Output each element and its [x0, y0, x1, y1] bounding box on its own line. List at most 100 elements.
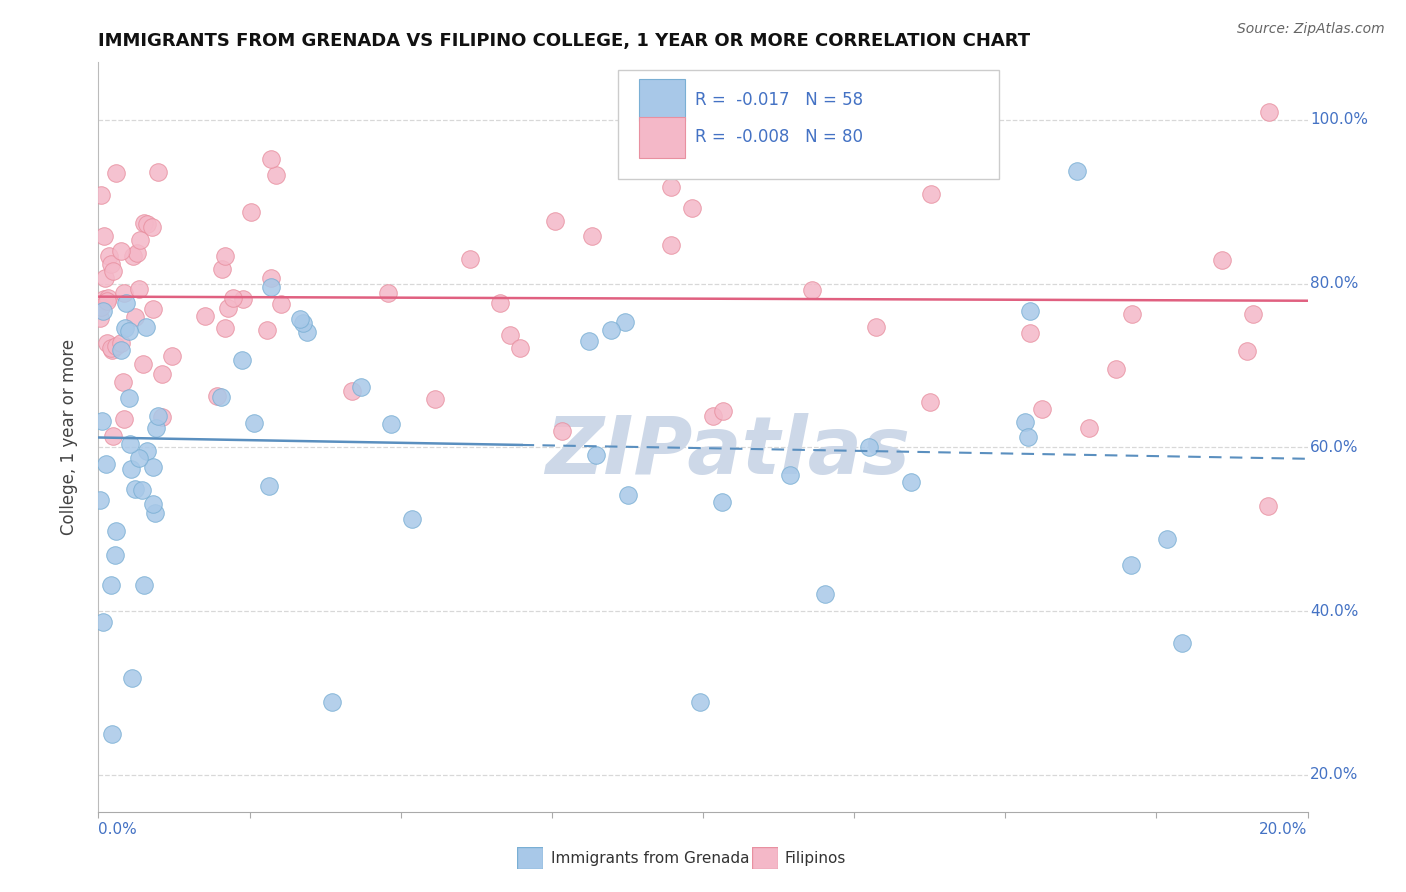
Point — [350, 379, 373, 393]
Point — [292, 316, 315, 330]
Text: 20.0%: 20.0% — [1310, 767, 1358, 782]
Text: 100.0%: 100.0% — [1310, 112, 1368, 128]
Point — [380, 417, 402, 432]
Point — [1066, 164, 1088, 178]
Point — [134, 216, 156, 230]
Point — [581, 228, 603, 243]
Point — [711, 495, 734, 509]
Point — [1019, 304, 1042, 318]
Point — [94, 271, 117, 285]
Point — [232, 293, 254, 307]
Point — [143, 506, 166, 520]
Point — [110, 343, 132, 357]
Point — [920, 395, 942, 409]
Point — [585, 448, 607, 462]
Text: R =  -0.008   N = 80: R = -0.008 N = 80 — [695, 128, 862, 146]
Point — [128, 450, 150, 465]
Point — [702, 409, 724, 424]
Point — [1014, 416, 1036, 430]
Point — [104, 524, 127, 538]
Point — [616, 488, 638, 502]
Point — [681, 201, 703, 215]
Point — [659, 180, 682, 194]
FancyBboxPatch shape — [638, 117, 685, 158]
Text: R =  -0.017   N = 58: R = -0.017 N = 58 — [695, 91, 863, 109]
Point — [499, 328, 522, 343]
Point — [104, 548, 127, 562]
Point — [614, 315, 637, 329]
Point — [214, 249, 236, 263]
Point — [112, 286, 135, 301]
Text: Filipinos: Filipinos — [785, 851, 846, 865]
Point — [124, 310, 146, 325]
Point — [509, 342, 531, 356]
Point — [256, 323, 278, 337]
Point — [101, 727, 124, 741]
Point — [1017, 430, 1039, 444]
Point — [1257, 500, 1279, 514]
Point — [340, 384, 363, 399]
Point — [297, 325, 319, 339]
Point — [112, 375, 135, 389]
Point — [544, 214, 567, 228]
Point — [104, 339, 127, 353]
Point — [259, 479, 281, 493]
Point — [96, 294, 118, 309]
FancyBboxPatch shape — [638, 79, 685, 120]
Point — [90, 187, 112, 202]
Point — [89, 493, 111, 508]
Y-axis label: College, 1 year or more: College, 1 year or more — [59, 339, 77, 535]
Text: 20.0%: 20.0% — [1260, 822, 1308, 837]
Point — [141, 220, 163, 235]
Point — [1105, 361, 1128, 376]
Point — [401, 512, 423, 526]
Point — [377, 285, 399, 300]
Point — [122, 249, 145, 263]
Point — [259, 152, 281, 166]
Point — [207, 389, 229, 403]
Point — [231, 352, 253, 367]
Point — [1018, 326, 1040, 340]
Point — [243, 416, 266, 430]
Point — [120, 462, 142, 476]
Point — [217, 301, 239, 316]
Point — [110, 335, 132, 350]
Point — [131, 483, 153, 498]
Point — [124, 482, 146, 496]
Point — [114, 321, 136, 335]
Point — [551, 424, 574, 438]
Point — [150, 409, 173, 424]
Point — [150, 367, 173, 381]
Point — [110, 244, 132, 258]
Text: IMMIGRANTS FROM GRENADA VS FILIPINO COLLEGE, 1 YEAR OR MORE CORRELATION CHART: IMMIGRANTS FROM GRENADA VS FILIPINO COLL… — [98, 32, 1031, 50]
Point — [578, 334, 600, 348]
Point — [711, 403, 734, 417]
Point — [100, 578, 122, 592]
Point — [103, 264, 125, 278]
Point — [97, 291, 120, 305]
Point — [114, 296, 136, 310]
Point — [321, 695, 343, 709]
Point — [260, 271, 283, 285]
Point — [93, 229, 115, 244]
Point — [89, 311, 111, 326]
Point — [458, 252, 481, 266]
Point — [91, 615, 114, 629]
Text: 60.0%: 60.0% — [1310, 440, 1358, 455]
Point — [659, 237, 682, 252]
Point — [214, 321, 236, 335]
Point — [135, 320, 157, 334]
Point — [1171, 636, 1194, 650]
Point — [142, 459, 165, 474]
Point — [128, 282, 150, 296]
Point — [209, 390, 232, 404]
Point — [91, 303, 114, 318]
Point — [1031, 402, 1053, 417]
Point — [800, 283, 823, 297]
Point — [145, 421, 167, 435]
Point — [779, 467, 801, 482]
Point — [96, 457, 118, 471]
Point — [100, 257, 122, 271]
Text: 40.0%: 40.0% — [1310, 604, 1358, 618]
Point — [194, 309, 217, 323]
